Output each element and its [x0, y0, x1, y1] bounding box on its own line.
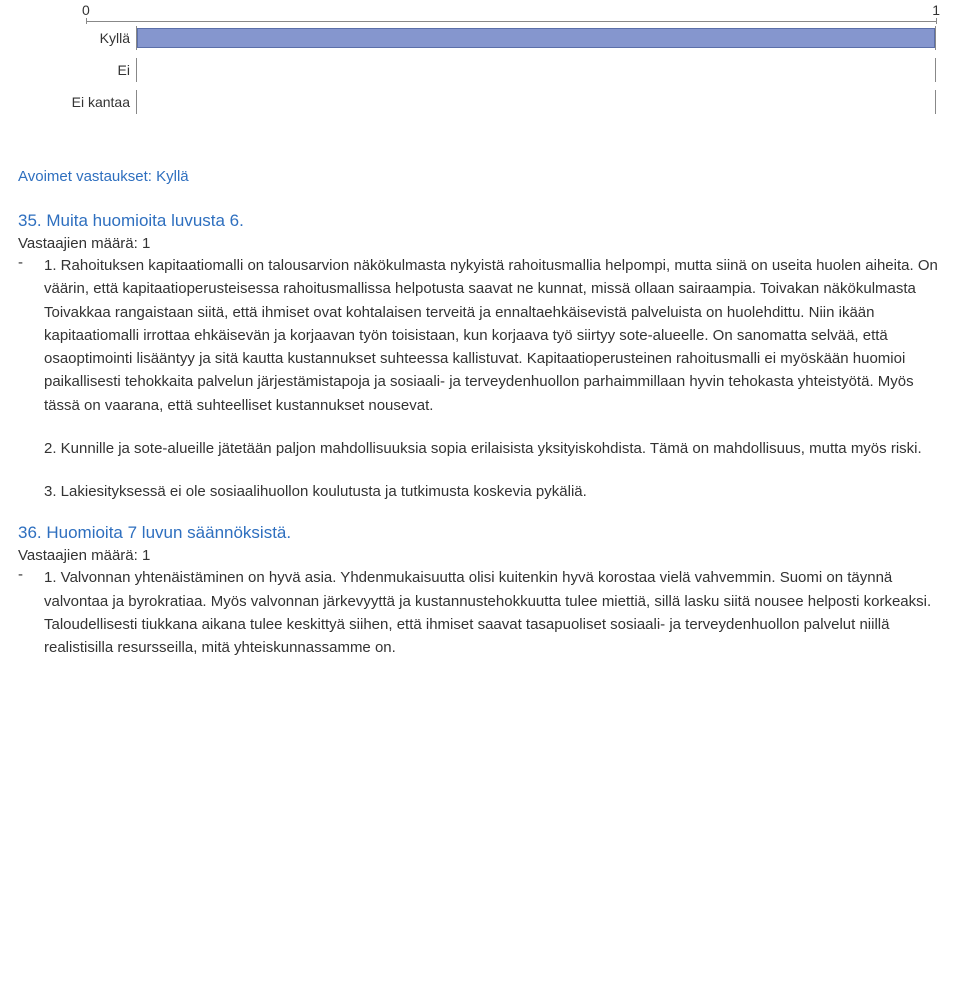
respondent-count: Vastaajien määrä: 1 [18, 547, 942, 564]
answer-text: 1. Rahoituksen kapitaatiomalli on talous… [44, 254, 942, 503]
chart-row: Ei [68, 54, 942, 86]
paragraph: 3. Lakiesityksessä ei ole sosiaalihuollo… [44, 480, 942, 503]
axis-tick-label: 1 [932, 2, 940, 18]
answer-text: 1. Valvonnan yhtenäistäminen on hyvä asi… [44, 566, 942, 659]
row-track [136, 90, 936, 114]
axis-tick: 0 [82, 2, 90, 18]
row-track [136, 26, 936, 50]
paragraph: 2. Kunnille ja sote-alueille jätetään pa… [44, 437, 942, 460]
tick-mark-icon [86, 18, 87, 24]
axis-tick-label: 0 [82, 2, 90, 18]
row-track [136, 58, 936, 82]
bar-chart: 0 1 Kyllä Ei Ei kantaa [18, 0, 942, 118]
list-item: - 1. Valvonnan yhtenäistäminen on hyvä a… [18, 566, 942, 659]
chart-row: Kyllä [68, 22, 942, 54]
paragraph: 1. Rahoituksen kapitaatiomalli on talous… [44, 254, 942, 417]
body: Avoimet vastaukset: Kyllä 35. Muita huom… [18, 168, 942, 659]
respondent-count: Vastaajien määrä: 1 [18, 235, 942, 252]
axis-tick: 1 [932, 2, 940, 18]
page: 0 1 Kyllä Ei Ei kantaa [0, 0, 960, 709]
tick-mark-icon [936, 18, 937, 24]
chart-rows: Kyllä Ei Ei kantaa [68, 22, 942, 118]
open-answers-heading: Avoimet vastaukset: Kyllä [18, 168, 942, 185]
bar [137, 28, 935, 48]
row-label: Ei [68, 62, 136, 78]
section-title: 35. Muita huomioita luvusta 6. [18, 211, 942, 231]
chart-axis: 0 1 [86, 4, 936, 22]
paragraph: 1. Valvonnan yhtenäistäminen on hyvä asi… [44, 566, 942, 659]
list-item: - 1. Rahoituksen kapitaatiomalli on talo… [18, 254, 942, 503]
section-title: 36. Huomioita 7 luvun säännöksistä. [18, 523, 942, 543]
chart-row: Ei kantaa [68, 86, 942, 118]
dash-icon: - [18, 566, 44, 659]
row-label: Ei kantaa [68, 94, 136, 110]
row-label: Kyllä [68, 30, 136, 46]
dash-icon: - [18, 254, 44, 503]
